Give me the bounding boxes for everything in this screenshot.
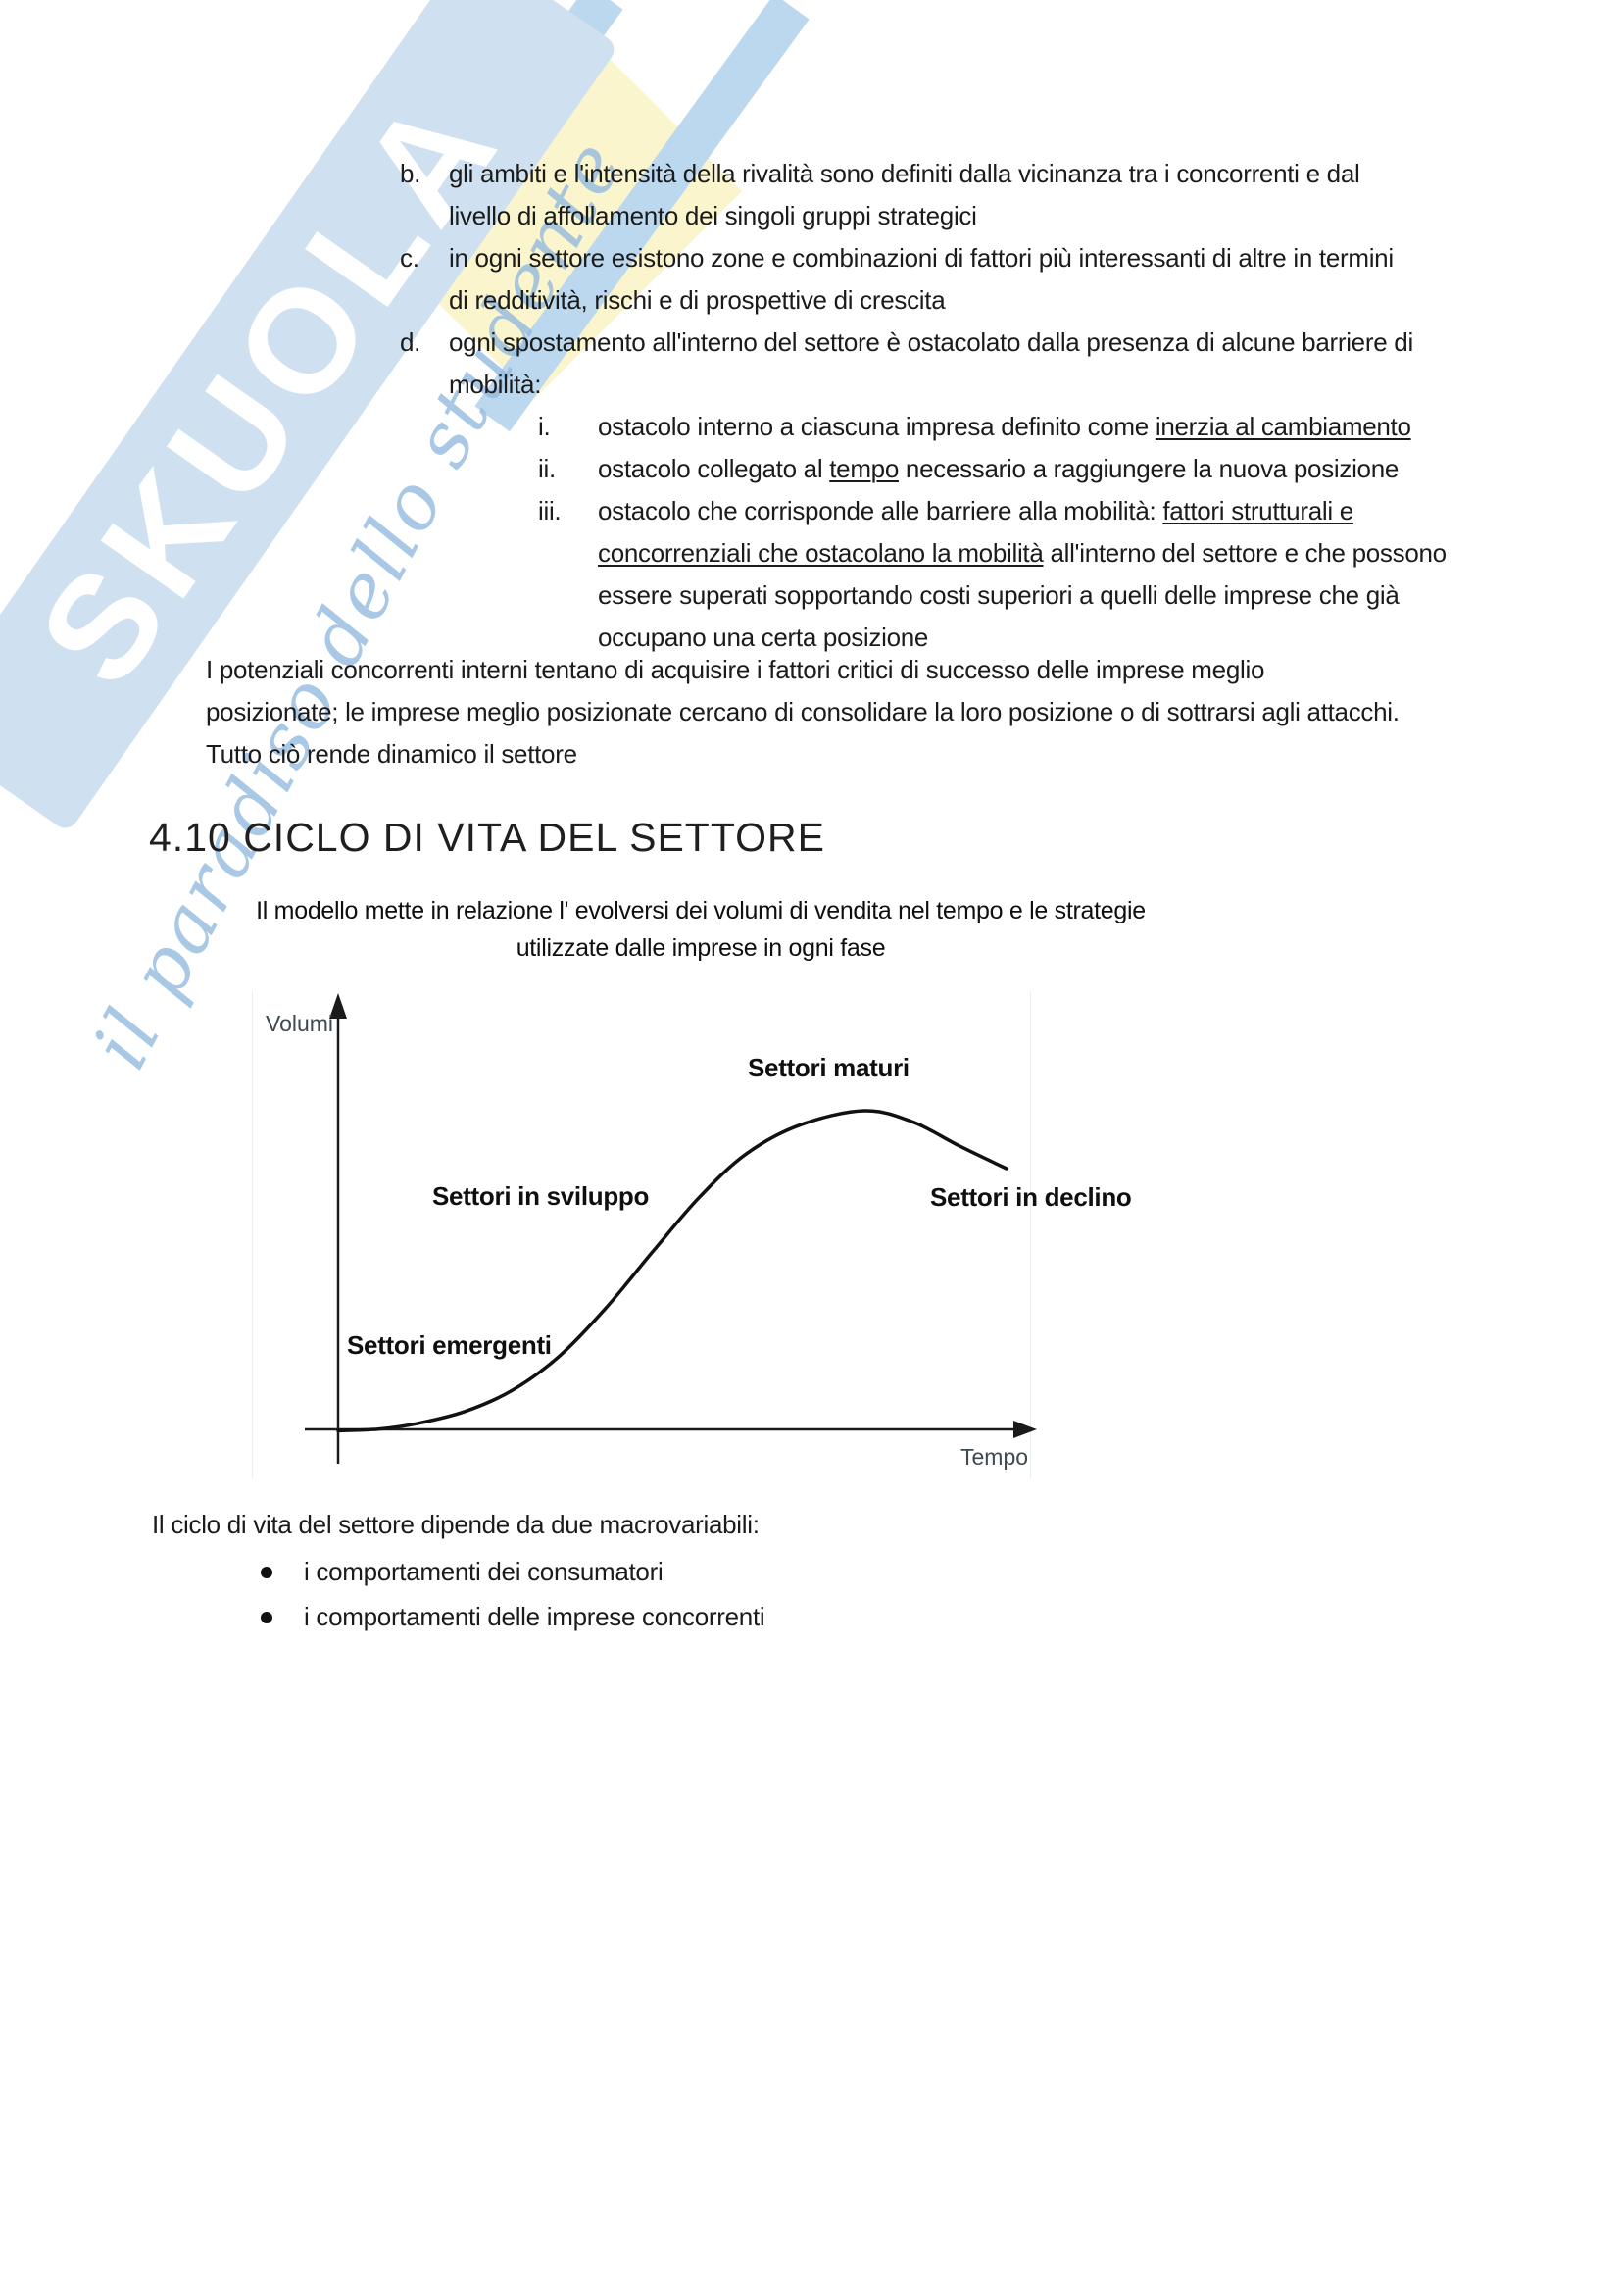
phase-label-settori-in-declino: Settori in declino: [930, 1182, 1132, 1212]
underlined-text: tempo: [829, 454, 899, 483]
list-item-line: di redditività, rischi e di prospettive …: [449, 285, 946, 316]
text-segment: all'interno del settore e che possono: [1043, 538, 1447, 568]
paragraph-line: I potenziali concorrenti interni tentano…: [206, 655, 1264, 685]
list-item-line: ostacolo collegato al tempo necessario a…: [598, 454, 1399, 484]
footer-intro: Il ciclo di vita del settore dipende da …: [152, 1510, 760, 1539]
list-item-line: in ogni settore esistono zone e combinaz…: [449, 243, 1394, 274]
phase-label-settori-emergenti: Settori emergenti: [347, 1330, 552, 1360]
footer-bullet-line: i comportamenti delle imprese concorrent…: [304, 1602, 765, 1632]
list-item-line: ostacolo interno a ciascuna impresa defi…: [598, 412, 1411, 442]
list-marker: b.: [400, 159, 421, 188]
bullet-icon: [261, 1612, 272, 1623]
text-segment: I potenziali concorrenti interni tentano…: [206, 655, 1265, 684]
list-item-line: gli ambiti e l'intensità della rivalità …: [449, 159, 1360, 189]
list-marker: c.: [400, 243, 419, 273]
list-item-line: mobilità:: [449, 370, 541, 400]
section-heading: 4.10 CICLO DI VITA DEL SETTORE: [149, 815, 826, 860]
text-segment: posizionate; le imprese meglio posiziona…: [206, 697, 1400, 726]
list-marker: ii.: [538, 454, 556, 483]
figure-caption-line: Il modello mette in relazione l' evolver…: [256, 897, 1146, 924]
list-marker: d.: [400, 327, 421, 357]
figure-edge: [252, 991, 253, 1478]
list-item-line: ostacolo che corrisponde alle barriere a…: [598, 496, 1353, 526]
underlined-text: inerzia al cambiamento: [1155, 412, 1411, 441]
text-segment: gli ambiti e l'intensità della rivalità …: [449, 159, 1360, 188]
paragraph-line: posizionate; le imprese meglio posiziona…: [206, 697, 1400, 727]
figure-caption: Il modello mette in relazione l' evolver…: [235, 892, 1166, 967]
text-segment: essere superati sopportando costi superi…: [598, 580, 1400, 610]
text-segment: i comportamenti delle imprese concorrent…: [304, 1602, 765, 1631]
lifecycle-curve-svg: [305, 993, 1037, 1464]
phase-label-settori-maturi: Settori maturi: [748, 1053, 910, 1082]
text-segment: mobilità:: [449, 370, 542, 399]
text-segment: Tutto ciò rende dinamico il settore: [206, 739, 577, 769]
y-axis-label: Volumi: [266, 1011, 334, 1036]
list-item-line: occupano una certa posizione: [598, 623, 928, 653]
x-axis-arrow-icon: [1013, 1421, 1037, 1438]
list-item-line: ogni spostamento all'interno del settore…: [449, 327, 1413, 358]
underlined-text: fattori strutturali e: [1162, 496, 1353, 525]
list-item-line: concorrenziali che ostacolano la mobilit…: [598, 538, 1447, 569]
text-segment: livello di affollamento dei singoli grup…: [449, 201, 977, 230]
bullet-icon: [261, 1567, 272, 1578]
x-axis-label: Tempo: [960, 1444, 1029, 1470]
list-item-line: livello di affollamento dei singoli grup…: [449, 201, 977, 231]
text-segment: i comportamenti dei consumatori: [304, 1557, 664, 1586]
paragraph-line: Tutto ciò rende dinamico il settore: [206, 739, 577, 770]
footer-bullet-line: i comportamenti dei consumatori: [304, 1557, 664, 1587]
list-marker: iii.: [538, 496, 562, 525]
y-axis-arrow-icon: [329, 993, 347, 1019]
phase-label-settori-in-sviluppo: Settori in sviluppo: [432, 1181, 650, 1211]
text-segment: in ogni settore esistono zone e combinaz…: [449, 243, 1394, 273]
text-segment: ogni spostamento all'interno del settore…: [449, 327, 1413, 357]
list-item-line: essere superati sopportando costi superi…: [598, 580, 1400, 611]
text-segment: ostacolo interno a ciascuna impresa defi…: [598, 412, 1156, 441]
text-segment: ostacolo collegato al: [598, 454, 830, 483]
industry-lifecycle-chart: Volumi Tempo Settori emergenti Settori i…: [252, 983, 1168, 1488]
text-segment: ostacolo che corrisponde alle barriere a…: [598, 496, 1163, 525]
text-segment: occupano una certa posizione: [598, 623, 929, 652]
lifecycle-curve: [336, 1109, 1008, 1433]
figure-edge: [1030, 991, 1031, 1478]
text-segment: necessario a raggiungere la nuova posizi…: [899, 454, 1400, 483]
text-segment: di redditività, rischi e di prospettive …: [449, 285, 946, 315]
underlined-text: concorrenziali che ostacolano la mobilit…: [598, 538, 1044, 568]
figure-caption-line: utilizzate dalle imprese in ogni fase: [516, 934, 886, 962]
list-marker: i.: [538, 412, 551, 441]
